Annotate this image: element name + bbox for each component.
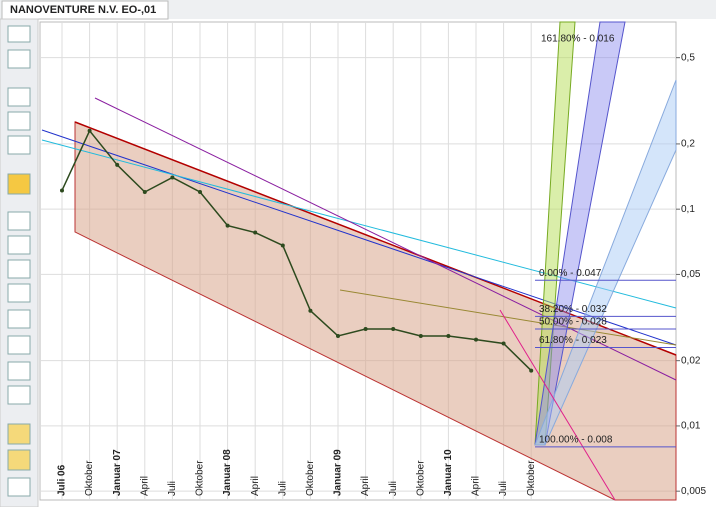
price-point [87, 128, 92, 133]
y-tick-label: 0,01 [681, 421, 701, 432]
y-tick-label: 0,005 [681, 486, 706, 497]
x-tick-label: Oktober [526, 460, 537, 496]
y-tick-label: 0,1 [681, 204, 695, 215]
fib-top-label: 161.80% - 0.016 [541, 34, 615, 45]
tab-bar [0, 0, 716, 19]
x-tick-label: April [471, 476, 482, 496]
x-tick-label: Juli [498, 481, 509, 496]
fib-label: 50.00% - 0.028 [539, 317, 607, 328]
tab[interactable] [1, 0, 169, 20]
price-point [280, 243, 285, 248]
x-tick-label: Juli [388, 481, 399, 496]
price-point [363, 327, 368, 332]
x-tick-label: Oktober [415, 460, 426, 496]
y-tick-label: 0,05 [681, 269, 701, 280]
y-tick-label: 0,2 [681, 139, 695, 150]
price-point [308, 308, 313, 313]
x-tick-label: Januar 10 [443, 449, 454, 496]
price-point [198, 190, 202, 195]
price-point [391, 327, 396, 332]
price-point [60, 188, 64, 193]
x-tick-label: Oktober [84, 460, 95, 496]
x-tick-label: Juli [167, 481, 178, 496]
price-point [170, 175, 175, 180]
x-tick-label: April [250, 476, 261, 496]
price-point [529, 368, 534, 373]
fib-label: 38.20% - 0.032 [539, 304, 607, 315]
y-tick-label: 0,02 [681, 355, 701, 366]
x-tick-label: Januar 09 [333, 449, 344, 496]
fib-label: 100.00% - 0.008 [539, 435, 613, 446]
trend-line [339, 289, 677, 346]
price-point [253, 230, 258, 235]
marks [60, 128, 534, 373]
price-point [501, 341, 506, 346]
x-tick-label: Januar 07 [112, 449, 123, 496]
price-point [446, 333, 451, 338]
fib-label: 0.00% - 0.047 [539, 268, 602, 279]
price-point [474, 337, 478, 342]
fib-label: 61.80% - 0.023 [539, 335, 607, 346]
price-point [418, 333, 423, 338]
fan [534, 79, 677, 446]
price-point [142, 190, 147, 195]
y-tick-label: 0,5 [681, 52, 695, 63]
price-line [61, 129, 532, 372]
toolbar-icons[interactable] [7, 25, 31, 497]
price-point [115, 162, 120, 167]
tab-title: NANOVENTURE N.V. EO-,01 [10, 4, 156, 16]
x-tick-label: Oktober [195, 460, 206, 496]
trend-line [499, 309, 616, 501]
x-tick-label: Januar 08 [222, 449, 233, 496]
price-point [336, 333, 340, 338]
x-tick-label: April [360, 476, 371, 496]
x-tick-label: April [139, 476, 150, 496]
price-point [225, 223, 230, 228]
x-tick-label: Juli [277, 481, 288, 496]
x-tick-label: Oktober [305, 460, 316, 496]
x-tick-label: Juli 06 [57, 464, 68, 496]
